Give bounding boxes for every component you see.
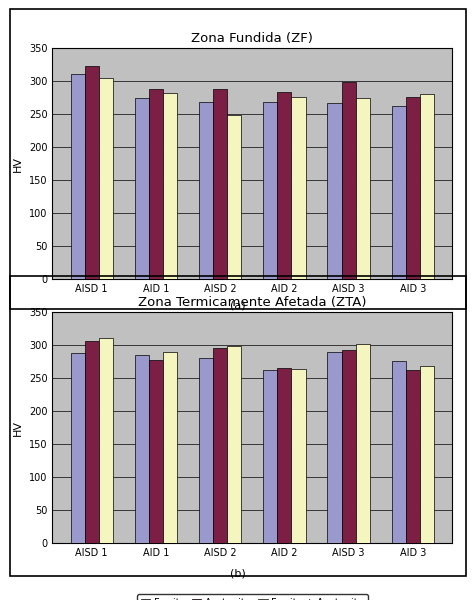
Bar: [263, 102, 278, 279]
Bar: [163, 93, 177, 279]
Title: Zona Termicamente Afetada (ZTA): Zona Termicamente Afetada (ZTA): [138, 296, 367, 310]
Bar: [135, 355, 149, 543]
Bar: [327, 103, 342, 279]
Bar: [213, 347, 227, 543]
Bar: [278, 92, 291, 279]
Bar: [342, 82, 356, 279]
Bar: [392, 106, 406, 279]
Bar: [199, 358, 213, 543]
Bar: [135, 97, 149, 279]
Bar: [420, 94, 434, 279]
Legend: Ferrita, Austenita, Ferrita + Austenita: Ferrita, Austenita, Ferrita + Austenita: [137, 330, 368, 348]
Text: (a): (a): [230, 301, 246, 311]
Bar: [213, 89, 227, 279]
Bar: [99, 78, 113, 279]
Bar: [291, 97, 306, 279]
Bar: [149, 89, 163, 279]
Bar: [149, 359, 163, 543]
Bar: [227, 115, 241, 279]
Text: (b): (b): [230, 568, 246, 578]
Bar: [278, 368, 291, 543]
Bar: [163, 352, 177, 543]
Bar: [85, 341, 99, 543]
Legend: Ferrita, Austenita, Ferrita + Austenita: Ferrita, Austenita, Ferrita + Austenita: [137, 594, 368, 600]
Bar: [70, 353, 85, 543]
Bar: [406, 97, 420, 279]
Bar: [356, 98, 370, 279]
Y-axis label: HV: HV: [13, 419, 23, 436]
Bar: [70, 74, 85, 279]
Bar: [263, 370, 278, 543]
Bar: [199, 102, 213, 279]
Bar: [356, 344, 370, 543]
Bar: [227, 346, 241, 543]
Bar: [392, 361, 406, 543]
Bar: [342, 350, 356, 543]
Y-axis label: HV: HV: [13, 155, 23, 172]
Bar: [99, 338, 113, 543]
Bar: [420, 366, 434, 543]
Bar: [291, 369, 306, 543]
Bar: [327, 352, 342, 543]
Bar: [406, 370, 420, 543]
Bar: [85, 67, 99, 279]
Title: Zona Fundida (ZF): Zona Fundida (ZF): [191, 32, 313, 46]
